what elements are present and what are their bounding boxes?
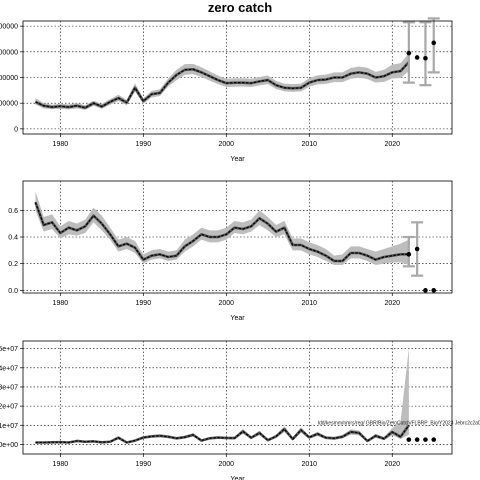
confidence-band: [35, 348, 409, 444]
y-tick-label: 0: [14, 126, 18, 133]
x-tick-label: 2000: [219, 461, 235, 468]
panel-3: 1980 1990 2000 2010 2020 0e+00 1e+07 2e+07 3e+07…: [0, 340, 453, 480]
x-tick-label: 1980: [53, 141, 69, 148]
x-tick-label: 2000: [219, 141, 235, 148]
median-line-dash: [34, 202, 409, 262]
y-tick-label: 2e+07: [0, 404, 18, 411]
chart-title: zero catch: [207, 0, 273, 15]
x-tick-label: 2010: [301, 461, 317, 468]
projection-point: [406, 252, 412, 257]
x-tick-label: 2010: [301, 141, 317, 148]
y-tick-label: 0.6: [8, 208, 18, 215]
projection-point: [406, 437, 412, 442]
projection-point: [431, 288, 437, 293]
y-tick-label: 3e+07: [0, 384, 18, 391]
x-tick-label: 1990: [136, 141, 152, 148]
projection-point: [406, 50, 412, 56]
x-tick-label: 2000: [219, 300, 235, 307]
projection-point: [414, 437, 420, 442]
projection-point: [423, 55, 428, 61]
y-tick-label: 0e+00: [0, 442, 18, 449]
confidence-band: [35, 191, 409, 265]
x-tick-label: 1990: [136, 461, 152, 468]
panel-2: 1980 1990 2000 2010 2020 0.0 0.2 0.4 0.6 Year: [8, 180, 453, 322]
projection-point: [423, 288, 428, 293]
x-axis-label: Year: [230, 476, 245, 480]
median-line-dash: [35, 61, 410, 109]
median-line-dash: [35, 424, 410, 444]
plot-area: [35, 348, 410, 444]
y-tick-label: 1000000: [0, 101, 18, 108]
y-tick-label: 0.2: [8, 261, 18, 268]
x-tick-label: 2020: [384, 141, 400, 148]
plot-area: [34, 53, 410, 110]
x-tick-label: 1990: [136, 300, 152, 307]
annotation-text: Idd/kesmm/nmrs/reg/ GBR/Bio/ZeroCatch/FL…: [318, 420, 480, 426]
x-tick-label: 1980: [53, 461, 69, 468]
y-tick-label: 4000000: [0, 24, 18, 31]
y-tick-label: 1e+07: [0, 423, 18, 430]
projection-point: [414, 55, 420, 60]
y-tick-label: 5e+07: [0, 346, 18, 353]
x-tick-label: 2020: [384, 461, 400, 468]
x-tick-label: 1980: [53, 300, 69, 307]
projection-point: [423, 437, 428, 442]
projection-point: [414, 246, 420, 252]
plot-area: [34, 191, 409, 265]
projection-point: [431, 437, 437, 442]
y-tick-label: 0.4: [8, 235, 18, 242]
x-tick-label: 2010: [301, 300, 317, 307]
panel-frame: [22, 340, 453, 455]
x-axis-label: Year: [230, 156, 245, 163]
y-tick-label: 3000000: [0, 49, 18, 56]
y-tick-label: 4e+07: [0, 365, 18, 372]
x-axis-label: Year: [230, 315, 245, 322]
projection-point: [431, 40, 437, 46]
x-tick-label: 2020: [384, 300, 400, 307]
y-tick-label: 0.0: [8, 288, 18, 295]
